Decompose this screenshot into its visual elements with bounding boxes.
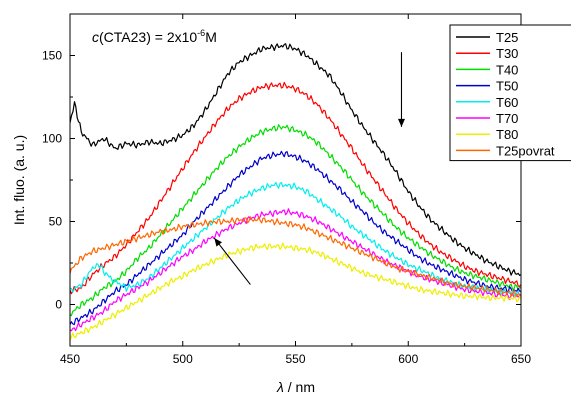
legend-label-T30: T30 — [496, 46, 518, 61]
series-line-T30 — [70, 81, 521, 295]
series-line-T60 — [70, 181, 521, 298]
x-tick-label: 500 — [173, 352, 193, 366]
arrow-head-up — [214, 238, 222, 247]
axes-group: 450 500 550 600 650 0 50 100 150 — [42, 13, 531, 366]
legend-label-T25: T25 — [496, 30, 518, 45]
legend-label-T50: T50 — [496, 79, 518, 94]
concentration-annotation: c(CTA23) = 2x10-6M — [92, 28, 217, 45]
legend-box — [449, 24, 571, 162]
legend-label-T25povrat: T25povrat — [496, 143, 555, 158]
y-tick-label: 100 — [42, 132, 62, 146]
y-axis-label: Int. fluo. (a. u.) — [11, 135, 27, 225]
y-tick-label: 0 — [55, 298, 62, 312]
arrows-group — [213, 52, 405, 285]
arrow-shaft-up — [213, 237, 251, 285]
series-line-T70 — [70, 208, 521, 332]
x-tick-label: 650 — [511, 352, 531, 366]
series-line-T40 — [70, 124, 521, 317]
legend-label-T80: T80 — [496, 127, 518, 142]
x-tick-label: 450 — [60, 352, 80, 366]
arrow-head-down — [397, 118, 405, 127]
series-line-T80 — [70, 242, 521, 341]
series-line-T25 — [70, 43, 521, 276]
plot-series-group — [70, 43, 521, 341]
legend-label-T60: T60 — [496, 95, 518, 110]
y-tick-label: 50 — [49, 215, 63, 229]
series-line-T50 — [70, 150, 521, 326]
y-tick-label: 150 — [42, 49, 62, 63]
legend-label-T70: T70 — [496, 111, 518, 126]
x-axis-label: λ / nm — [276, 379, 315, 395]
x-tick-label: 550 — [285, 352, 305, 366]
series-line-T25povrat — [70, 216, 521, 297]
legend-label-T40: T40 — [496, 62, 518, 77]
x-tick-label: 600 — [398, 352, 418, 366]
